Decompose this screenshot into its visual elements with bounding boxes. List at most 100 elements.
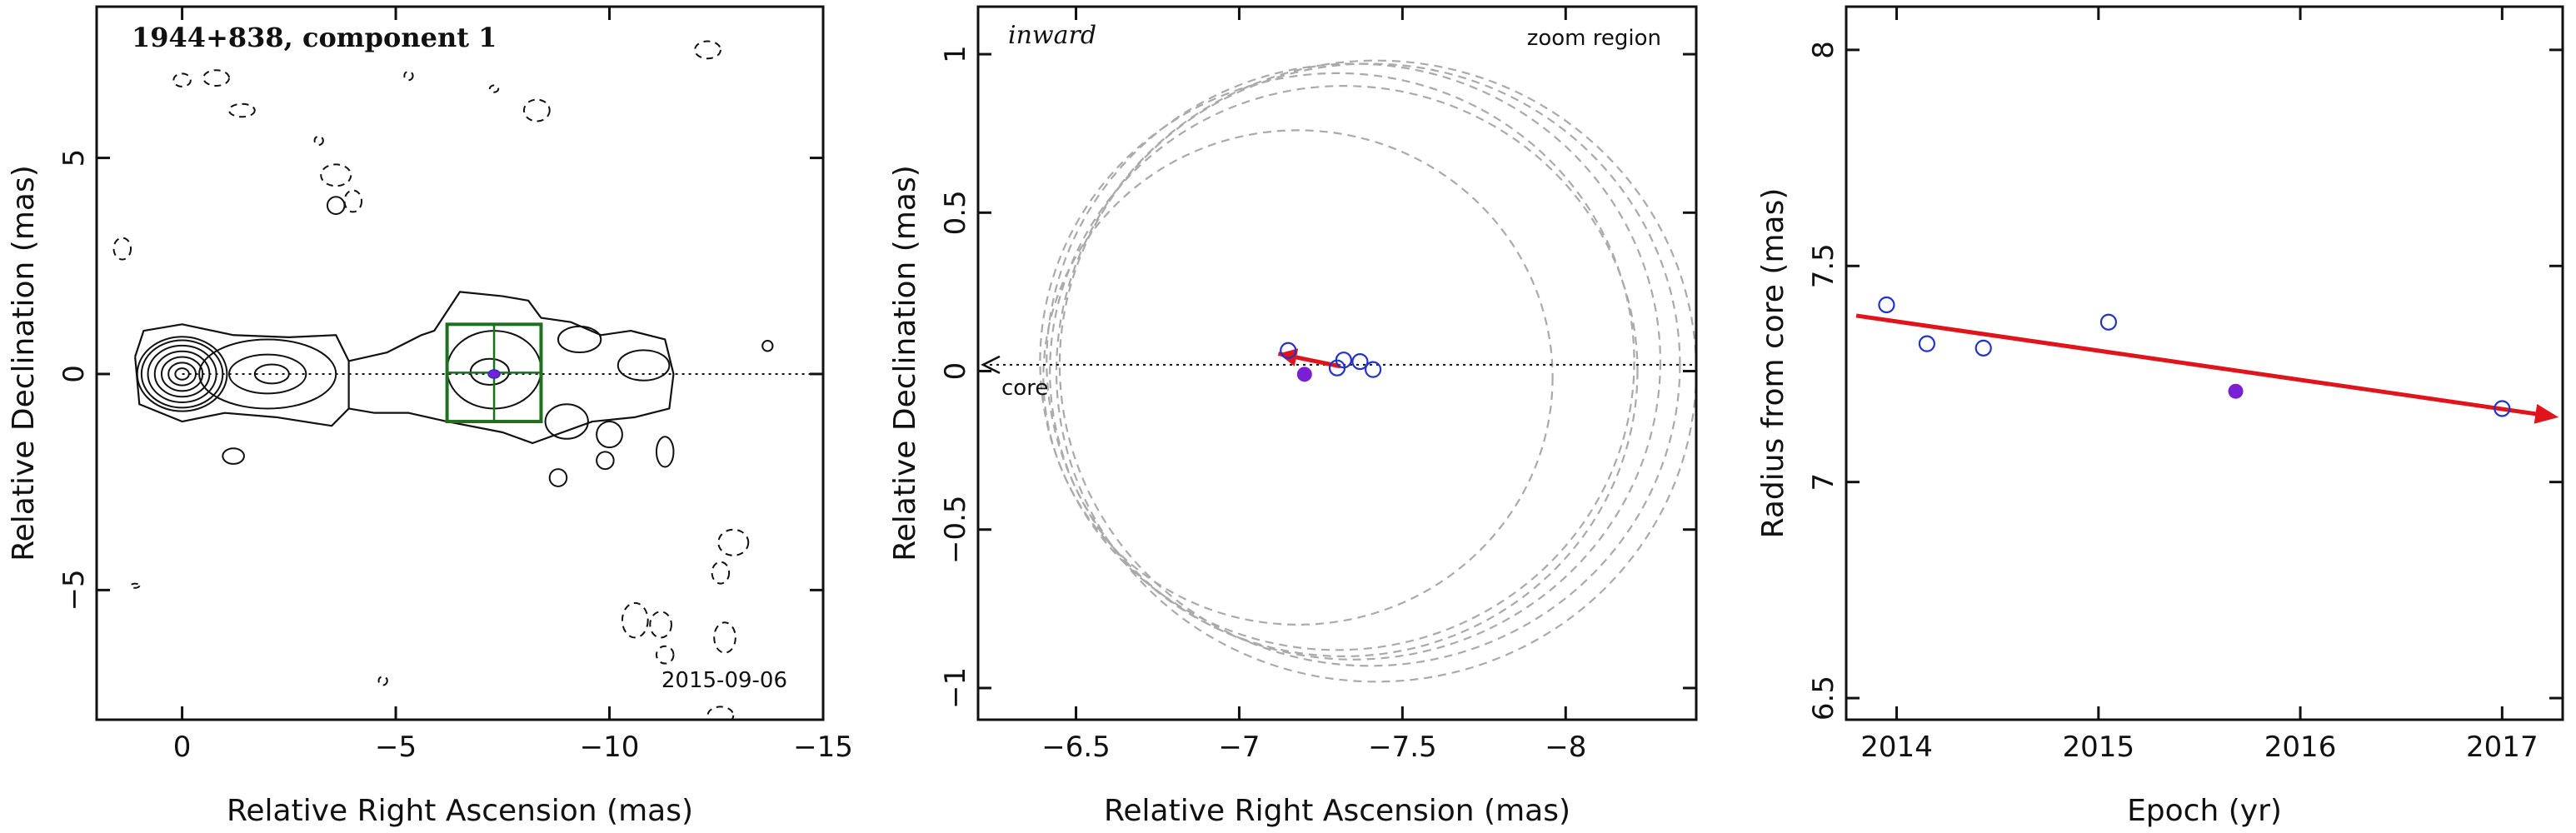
panel3-xtick-label: 2017: [2466, 731, 2539, 764]
contour-plot-area: [112, 40, 823, 720]
core-contour: [153, 350, 211, 398]
negative-contour: [713, 621, 736, 654]
panel3-ticks: 2014 2015 2016 2017 6.5 7 7.5 8: [1807, 7, 2563, 764]
negative-contour: [403, 70, 414, 82]
current-epoch-point: [2228, 383, 2244, 399]
panel3-ytick-label: 7: [1807, 473, 1840, 491]
panel2-core-label: core: [1001, 376, 1048, 401]
panel2-frame: [976, 5, 1698, 721]
epoch-point: [1351, 352, 1369, 371]
core-contour: [174, 367, 190, 381]
negative-contour: [202, 69, 231, 87]
panel-contour-map: 0 −5 −10 −15 −5 0 5 1944+838, component 1 2015…: [7, 5, 853, 828]
core-contour: [167, 362, 197, 387]
beam-circle: [1049, 85, 1639, 658]
epoch-point: [1878, 296, 1895, 314]
epoch-point: [1974, 339, 1992, 357]
panel2-ytick-label: 1: [939, 45, 972, 63]
negative-contour: [649, 611, 672, 639]
core-contour: [140, 339, 224, 409]
epoch-point: [1335, 352, 1352, 369]
solid-contour: [548, 468, 568, 487]
panel1-xlabel: Relative Right Ascension (mas): [227, 794, 693, 828]
core-contour: [136, 336, 228, 412]
beam-circle: [1042, 129, 1554, 626]
solid-contour: [228, 353, 307, 395]
component-marker: [487, 369, 501, 379]
solid-contour: [326, 196, 346, 216]
panel2-xtick-label: −7: [1218, 731, 1260, 764]
current-epoch-point: [1296, 367, 1312, 382]
negative-contour: [112, 237, 132, 261]
negative-contour: [711, 561, 731, 585]
negative-contour: [522, 98, 551, 122]
negative-contour: [313, 135, 324, 147]
epoch-point: [1918, 335, 1936, 352]
epoch-point: [1364, 361, 1382, 378]
solid-contour: [222, 447, 245, 465]
panel2-xtick-label: −8: [1545, 731, 1586, 764]
negative-contour: [717, 528, 750, 556]
beam-circle: [1058, 62, 1681, 667]
negative-contour: [706, 706, 735, 720]
panel1-epoch-label: 2015-09-06: [661, 668, 787, 693]
panel1-frame: [95, 5, 825, 721]
panel2-ticks: −6.5 −7 −7.5 −8 −1 −0.5 0 0.5 1: [939, 7, 1696, 764]
panel3-ylabel: Radius from core (mas): [1756, 188, 1790, 539]
solid-contour: [557, 325, 602, 354]
panel-zoom-region: −6.5 −7 −7.5 −8 −1 −0.5 0 0.5 1 inward zoom regi…: [888, 5, 1698, 828]
panel2-ylabel: Relative Declination (mas): [888, 165, 922, 561]
outer-contour: [134, 323, 350, 427]
epoch-point: [2494, 400, 2511, 417]
negative-contour: [320, 163, 352, 187]
negative-contour: [694, 40, 721, 60]
panel3-ytick-label: 7.5: [1807, 243, 1840, 288]
epoch-point: [1280, 342, 1297, 359]
panel2-inward-label: inward: [1008, 21, 1096, 50]
panel1-ticks: 0 −5 −10 −15 −5 0 5: [57, 7, 853, 764]
panel1-ytick-label: 0: [57, 365, 91, 383]
panel3-xlabel: Epoch (yr): [2127, 794, 2282, 828]
panel2-ytick-label: −1: [939, 667, 972, 709]
solid-contour: [761, 340, 774, 352]
radius-plot-area: [1855, 296, 2559, 424]
panel3-xtick-label: 2015: [2063, 731, 2135, 764]
panel2-ytick-label: −0.5: [939, 495, 972, 564]
core-direction-arrowhead: [981, 355, 1001, 375]
panel3-ytick-label: 8: [1807, 41, 1840, 59]
negative-contour: [621, 601, 649, 639]
panel2-zoom-label: zoom region: [1527, 26, 1661, 51]
solid-contour: [617, 349, 671, 382]
panel2-xtick-label: −7.5: [1368, 731, 1437, 764]
panel1-xtick-label: −15: [793, 731, 853, 764]
panel1-title: 1944+838, component 1: [132, 22, 497, 53]
jet-contour: [348, 291, 675, 445]
negative-contour: [130, 582, 141, 589]
beam-circle: [1039, 72, 1635, 651]
panel1-xtick-label: −10: [580, 731, 640, 764]
solid-contour: [596, 451, 615, 471]
panel-radius-vs-epoch: 2014 2015 2016 2017 6.5 7 7.5 8 Epoch (yr) Radi…: [1756, 5, 2564, 828]
panel1-xtick-label: 0: [173, 731, 192, 764]
solid-contour: [655, 436, 675, 468]
panel2-ytick-label: 0.5: [939, 190, 972, 235]
core-contour: [160, 356, 204, 392]
panel3-xtick-label: 2014: [1860, 731, 1933, 764]
panel1-ytick-label: 5: [57, 149, 91, 167]
panel2-xtick-label: −6.5: [1041, 731, 1111, 764]
panel3-xtick-label: 2016: [2264, 731, 2337, 764]
panel2-xlabel: Relative Right Ascension (mas): [1104, 794, 1570, 828]
solid-contour: [198, 338, 337, 410]
solid-contour: [596, 421, 623, 449]
negative-contour: [228, 102, 256, 118]
panel1-xtick-label: −5: [375, 731, 417, 764]
negative-contour: [655, 645, 675, 665]
epoch-point: [2099, 313, 2118, 331]
panel2-ytick-label: 0: [939, 362, 972, 381]
panel3-ytick-label: 6.5: [1807, 676, 1840, 721]
negative-contour: [343, 189, 363, 213]
panel1-ytick-label: −5: [57, 569, 91, 611]
zoom-plot-area: [981, 59, 1696, 683]
solid-contour: [544, 403, 589, 440]
